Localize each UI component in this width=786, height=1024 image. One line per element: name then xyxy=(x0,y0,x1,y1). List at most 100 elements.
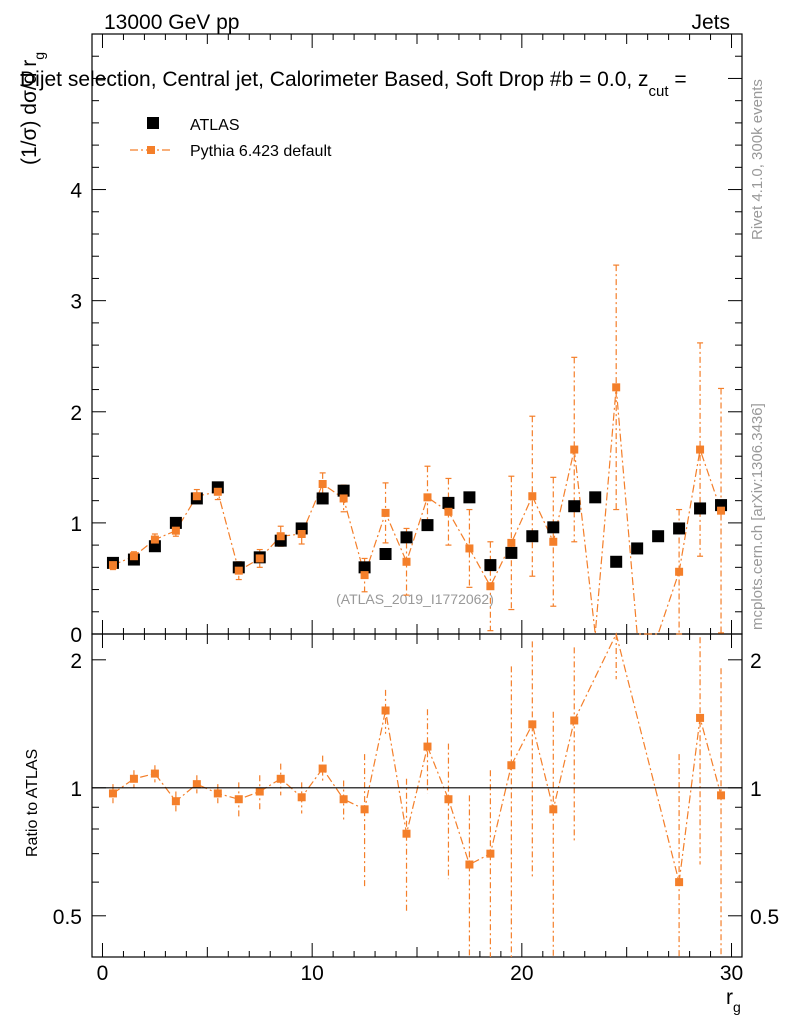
energy-label: 13000 GeV pp xyxy=(104,11,239,34)
atlas-data-point xyxy=(337,484,350,497)
axis-ticks xyxy=(92,34,742,958)
ratio-data-point xyxy=(402,829,411,838)
ratio-data-point xyxy=(486,849,495,858)
y-tick-label: 2 xyxy=(70,402,82,425)
x-tick-label: 20 xyxy=(510,962,533,985)
mc-data-point xyxy=(297,530,306,538)
mc-data-point xyxy=(423,493,432,502)
atlas-data-point xyxy=(484,559,497,572)
legend-mc-marker xyxy=(147,146,155,154)
mc-data-point xyxy=(549,537,558,546)
atlas-data-point xyxy=(400,531,413,544)
mc-data-point xyxy=(234,566,243,575)
ratio-data-point xyxy=(171,797,180,806)
mc-data-point xyxy=(717,506,726,515)
ratio-data-point xyxy=(255,787,264,796)
mc-data-point xyxy=(507,538,516,547)
ratio-data-point xyxy=(444,795,453,804)
mc-data-point xyxy=(192,492,201,501)
atlas-data-point xyxy=(169,516,182,529)
ratio-data-point xyxy=(129,774,138,783)
legend-mc-label: Pythia 6.423 default xyxy=(190,143,332,160)
atlas-data-point xyxy=(589,491,602,504)
mc-data-point xyxy=(612,383,621,392)
ratio-data-point xyxy=(717,791,726,800)
ratio-data-point xyxy=(318,764,327,773)
ratio-y-tick-label: 1 xyxy=(70,778,82,801)
ratio-data-point xyxy=(339,795,348,804)
atlas-data-point xyxy=(652,530,665,543)
mc-data-point xyxy=(171,526,180,535)
ratio-series-line xyxy=(112,632,722,883)
ratio-data-point xyxy=(465,860,474,869)
legend-data-label: ATLAS xyxy=(190,117,240,134)
legend: ATLAS Pythia 6.423 default xyxy=(130,117,332,160)
mc-data-point xyxy=(465,544,474,553)
atlas-data-point xyxy=(421,519,434,532)
x-axis-label: rg xyxy=(726,986,741,1015)
mc-data-point xyxy=(276,532,285,541)
ratio-data-point xyxy=(381,706,390,715)
x-tick-label: 0 xyxy=(97,962,109,985)
analysis-label: Jets xyxy=(691,11,730,34)
atlas-data-point xyxy=(358,561,371,574)
atlas-data-point xyxy=(673,522,686,535)
mc-data-point xyxy=(360,571,369,580)
ratio-data-point xyxy=(276,774,285,783)
mc-data-point xyxy=(150,535,159,544)
ratio-data-point xyxy=(549,805,558,814)
y-tick-label: 1 xyxy=(70,513,82,536)
mc-data-point xyxy=(402,557,411,566)
mc-data-point xyxy=(675,567,684,576)
mc-data-point xyxy=(339,494,348,503)
data-marks xyxy=(106,264,728,957)
atlas-data-point xyxy=(316,492,329,505)
mc-data-point xyxy=(108,561,117,570)
axis-tick-labels: 0 10 20 30 0 1 2 3 4 0.5 1 2 0.5 1 2 xyxy=(53,180,779,985)
x-tick-label: 10 xyxy=(300,962,323,985)
x-tick-label: 30 xyxy=(720,962,743,985)
atlas-data-point xyxy=(694,502,707,515)
mc-data-point xyxy=(528,492,537,501)
mc-data-point xyxy=(255,554,264,563)
mc-data-point xyxy=(318,480,327,488)
ratio-y-tick-label-right: 2 xyxy=(750,650,762,673)
ratio-y-tick-label-right: 0.5 xyxy=(750,906,779,929)
ratio-data-point xyxy=(297,793,306,802)
ratio-data-point xyxy=(234,795,243,804)
atlas-data-point xyxy=(505,546,518,559)
ratio-data-point xyxy=(192,780,201,789)
atlas-data-point xyxy=(442,496,455,509)
mc-data-point xyxy=(129,552,138,561)
ratio-data-point xyxy=(507,761,516,770)
y-tick-label: 3 xyxy=(70,291,82,314)
atlas-data-point xyxy=(610,555,623,568)
ratio-data-point xyxy=(213,789,222,798)
mc-data-point xyxy=(570,445,579,454)
analysis-watermark: (ATLAS_2019_I1772062) xyxy=(336,591,494,607)
atlas-data-point xyxy=(526,530,539,543)
y-tick-label: 0 xyxy=(70,624,82,647)
plot-title: Dijet selection, Central jet, Calorimete… xyxy=(20,68,687,100)
ratio-y-tick-label: 2 xyxy=(70,650,82,673)
mcplots-url-label: mcplots.cern.ch [arXiv:1306.3436] xyxy=(749,403,766,630)
atlas-data-point xyxy=(547,521,560,534)
ratio-y-axis-label: Ratio to ATLAS xyxy=(24,749,41,857)
atlas-data-point xyxy=(463,491,476,504)
atlas-data-point xyxy=(379,548,392,560)
mc-data-point xyxy=(696,445,705,454)
ratio-plot-frame xyxy=(91,633,743,958)
ratio-data-point xyxy=(528,720,537,729)
ratio-y-tick-label: 0.5 xyxy=(53,906,82,929)
mc-data-point xyxy=(444,507,453,516)
ratio-data-point xyxy=(360,805,369,814)
ratio-data-point xyxy=(150,769,159,778)
mc-data-point xyxy=(486,582,495,591)
ratio-data-point xyxy=(108,789,117,798)
mc-data-point xyxy=(381,508,390,517)
ratio-data-point xyxy=(423,742,432,751)
ratio-data-point xyxy=(675,878,684,887)
legend-data-marker xyxy=(147,117,159,129)
ratio-y-tick-label-right: 1 xyxy=(750,778,762,801)
